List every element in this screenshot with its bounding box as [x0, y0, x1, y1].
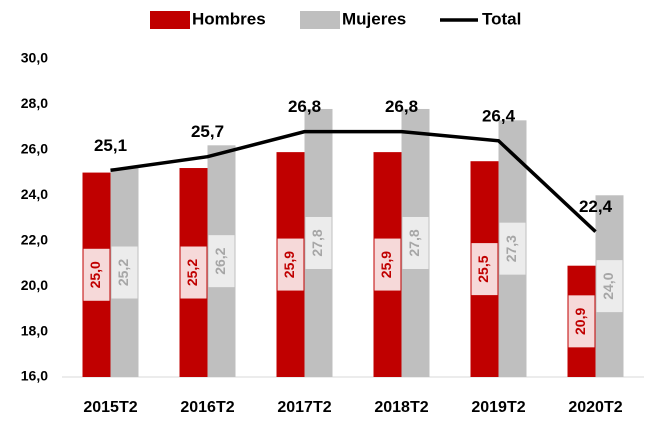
x-tick-label: 2017T2 — [277, 399, 331, 416]
x-tick-label: 2020T2 — [568, 399, 622, 416]
bar-label: 25,2 — [184, 259, 200, 286]
legend-swatch — [150, 11, 190, 29]
x-tick-label: 2018T2 — [374, 399, 428, 416]
legend-label: Mujeres — [342, 9, 406, 28]
label-box — [111, 246, 138, 299]
y-tick-label: 26,0 — [21, 141, 48, 157]
y-tick-label: 30,0 — [21, 50, 48, 66]
label-box — [208, 235, 235, 288]
y-tick-label: 18,0 — [21, 322, 48, 338]
y-tick-label: 16,0 — [21, 368, 48, 384]
x-tick-label: 2015T2 — [83, 399, 137, 416]
label-box — [83, 248, 110, 301]
label-box — [180, 246, 207, 299]
bar-label: 26,2 — [212, 247, 228, 274]
legend-label: Total — [482, 9, 521, 28]
bar-label: 25,0 — [87, 261, 103, 288]
legend-swatch — [300, 11, 340, 29]
bar-label: 25,2 — [115, 259, 131, 286]
x-tick-label: 2019T2 — [471, 399, 525, 416]
label-box — [471, 243, 498, 296]
label-box — [499, 222, 526, 275]
label-box — [596, 260, 623, 313]
x-tick-label: 2016T2 — [180, 399, 234, 416]
bar-label: 25,9 — [281, 251, 297, 278]
bar-label: 20,9 — [572, 308, 588, 335]
y-tick-label: 20,0 — [21, 277, 48, 293]
label-box — [568, 295, 595, 348]
y-tick-label: 24,0 — [21, 186, 48, 202]
bar-label: 27,3 — [503, 235, 519, 262]
total-label: 26,4 — [482, 106, 516, 125]
y-tick-label: 28,0 — [21, 95, 48, 111]
bar-label: 27,8 — [406, 229, 422, 256]
total-label: 26,8 — [288, 97, 321, 116]
y-tick-label: 22,0 — [21, 231, 48, 247]
bar-label: 24,0 — [600, 272, 616, 299]
total-line — [110, 129, 597, 233]
bar-label: 27,8 — [309, 229, 325, 256]
total-label: 25,7 — [191, 122, 224, 141]
label-box — [402, 216, 429, 269]
bar-label: 25,5 — [475, 255, 491, 282]
label-box — [305, 216, 332, 269]
label-box — [277, 238, 304, 291]
total-label: 25,1 — [94, 136, 127, 155]
total-label: 26,8 — [385, 97, 418, 116]
total-label: 22,4 — [579, 197, 613, 216]
legend-label: Hombres — [192, 9, 266, 28]
label-box — [374, 238, 401, 291]
bar-label: 25,9 — [378, 251, 394, 278]
